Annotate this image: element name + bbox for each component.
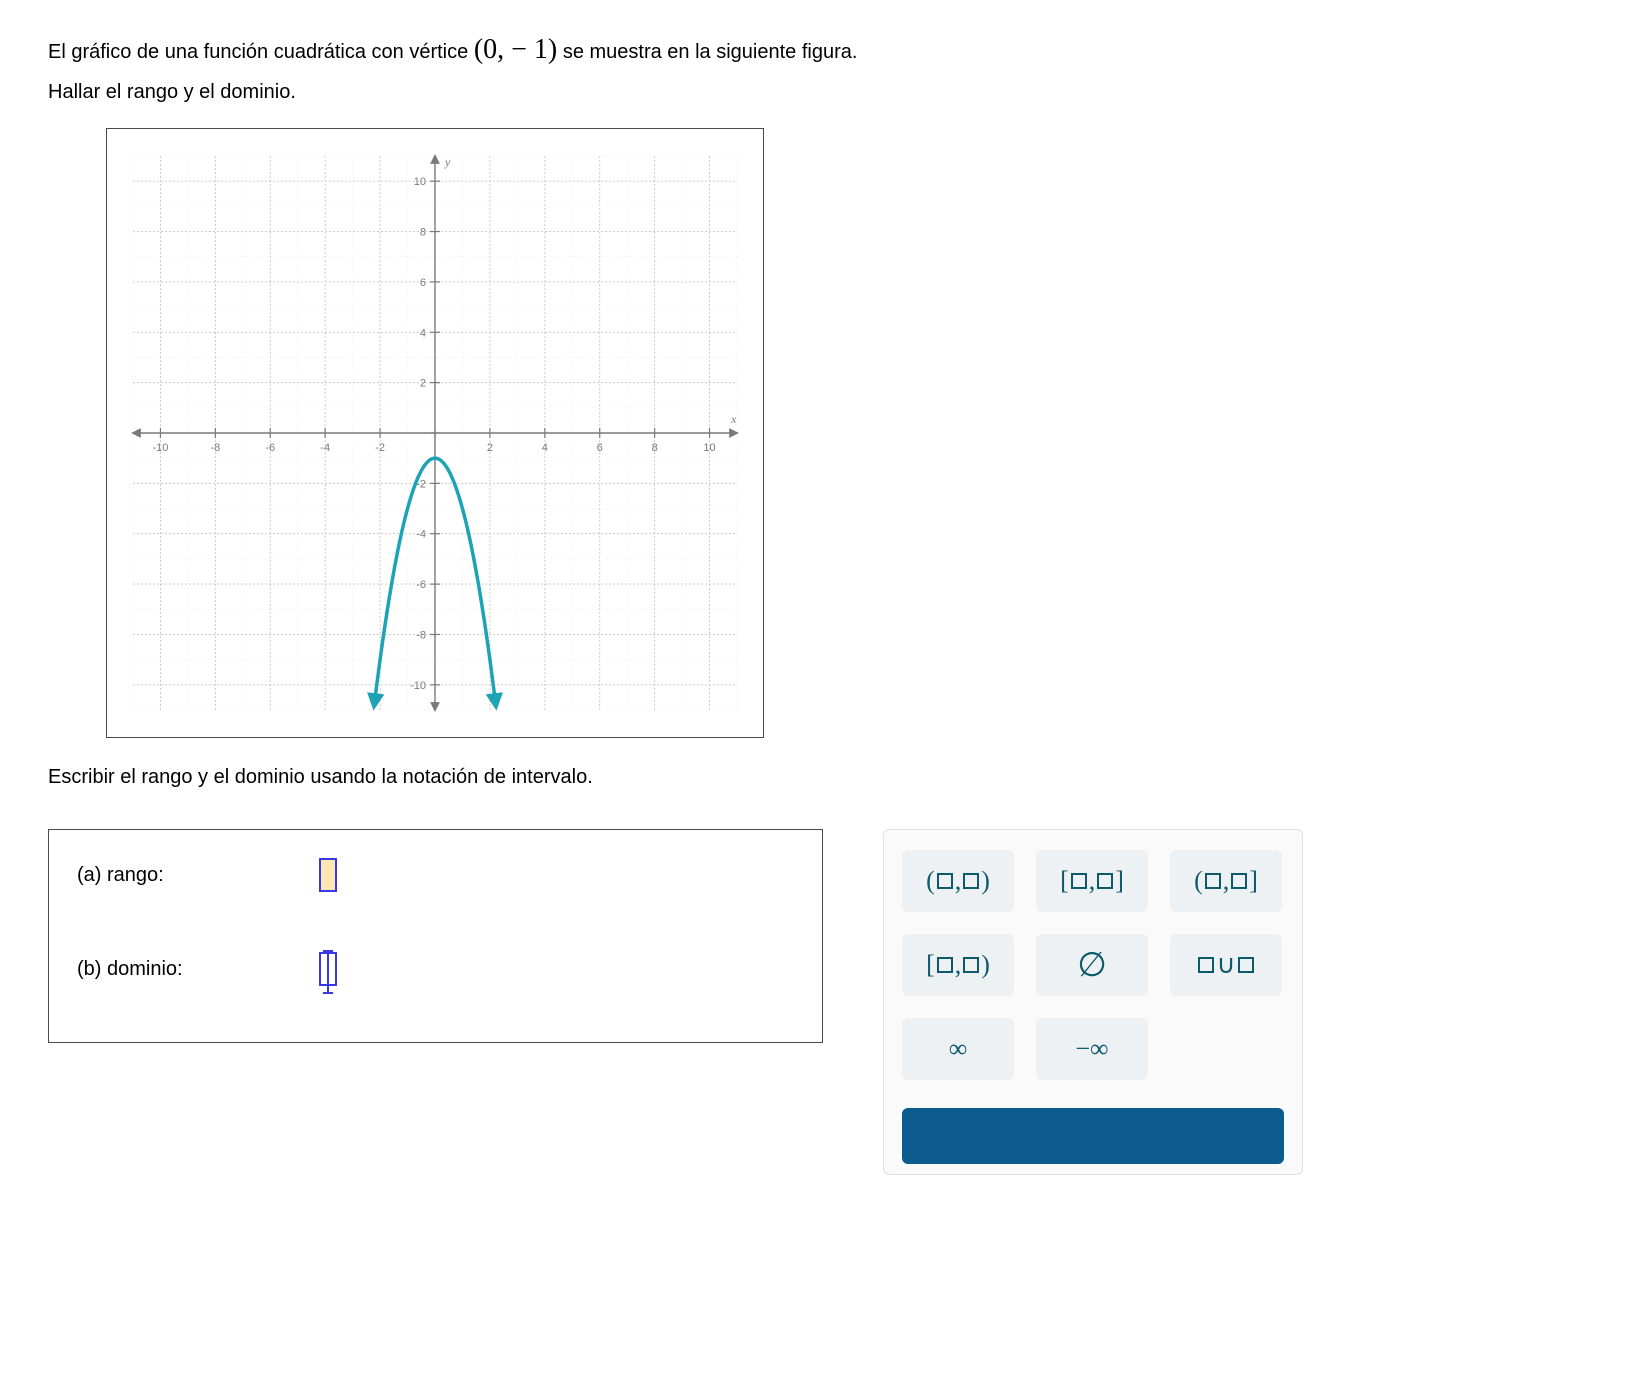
svg-text:10: 10 <box>703 442 715 454</box>
label-dominio: (b) dominio: <box>77 958 307 981</box>
svg-text:-10: -10 <box>153 442 169 454</box>
input-rango[interactable] <box>319 858 337 892</box>
svg-text:6: 6 <box>420 277 426 289</box>
prompt-pre: El gráfico de una función cuadrática con… <box>48 41 474 63</box>
label-rango: (a) rango: <box>77 864 307 887</box>
svg-text:4: 4 <box>542 442 548 454</box>
svg-text:-4: -4 <box>416 529 426 541</box>
interval-instruction: Escribir el rango y el dominio usando la… <box>48 762 1588 793</box>
graph-svg: -10-8-6-4-2246810-10-8-6-4-2246810xy <box>115 138 755 728</box>
btn-interval-closed-closed[interactable]: [,] <box>1036 850 1148 912</box>
btn-empty-set[interactable]: ∅ <box>1036 934 1148 996</box>
symbol-palette: (,) [,] (,] [,) ∅ ∪ ∞ −∞ <box>883 829 1303 1175</box>
svg-text:-8: -8 <box>416 630 426 642</box>
svg-text:6: 6 <box>597 442 603 454</box>
btn-interval-open-open[interactable]: (,) <box>902 850 1014 912</box>
btn-union[interactable]: ∪ <box>1170 934 1282 996</box>
svg-text:-2: -2 <box>375 442 385 454</box>
svg-text:8: 8 <box>652 442 658 454</box>
svg-text:2: 2 <box>487 442 493 454</box>
svg-text:8: 8 <box>420 227 426 239</box>
prompt-line-2: Hallar el rango y el dominio. <box>48 77 1588 108</box>
btn-interval-open-closed[interactable]: (,] <box>1170 850 1282 912</box>
answer-box: (a) rango: (b) dominio: <box>48 829 823 1043</box>
svg-text:-6: -6 <box>416 579 426 591</box>
svg-text:-10: -10 <box>410 680 426 692</box>
btn-interval-closed-open[interactable]: [,) <box>902 934 1014 996</box>
svg-text:x: x <box>730 412 737 426</box>
svg-text:-8: -8 <box>210 442 220 454</box>
svg-text:-6: -6 <box>265 442 275 454</box>
vertex-math: (0, − 1) <box>474 34 557 65</box>
btn-infinity[interactable]: ∞ <box>902 1018 1014 1080</box>
graph-frame: -10-8-6-4-2246810-10-8-6-4-2246810xy <box>106 128 764 738</box>
svg-text:-4: -4 <box>320 442 330 454</box>
svg-text:10: 10 <box>414 177 426 189</box>
prompt-line-1: El gráfico de una función cuadrática con… <box>48 28 1588 71</box>
palette-footer-bar <box>902 1108 1284 1164</box>
prompt-post: se muestra en la siguiente figura. <box>563 41 858 63</box>
input-dominio[interactable] <box>319 952 337 986</box>
btn-neg-infinity[interactable]: −∞ <box>1036 1018 1148 1080</box>
svg-text:2: 2 <box>420 378 426 390</box>
svg-text:4: 4 <box>420 328 426 340</box>
svg-text:y: y <box>444 155 451 169</box>
